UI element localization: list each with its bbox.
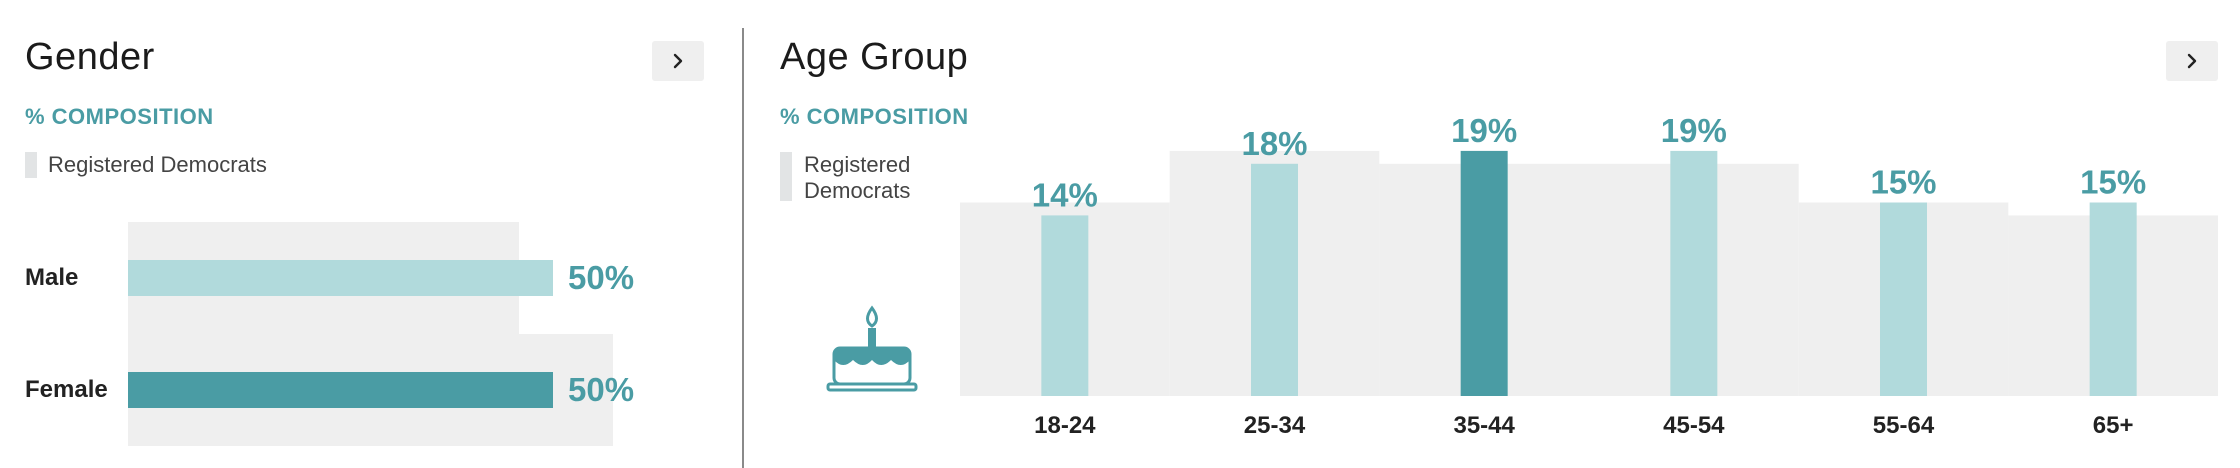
gender-bar-female <box>128 372 553 408</box>
age-category-label: 18-24 <box>1034 412 1096 439</box>
chevron-right-icon <box>2187 53 2197 69</box>
age-value-label: 19% <box>1451 112 1517 149</box>
birthday-cake-icon <box>826 304 918 400</box>
age-category-label: 65+ <box>2093 412 2134 439</box>
age-category-label: 25-34 <box>1244 412 1306 439</box>
age-bar-45-54 <box>1670 150 1718 396</box>
age-category-label: 55-64 <box>1873 412 1935 439</box>
age-legend-swatch <box>780 152 792 201</box>
age-legend-label-line1: Registered <box>804 152 911 177</box>
gender-next-button[interactable] <box>652 41 704 81</box>
gender-value-label: 50% <box>568 259 635 296</box>
age-bar-35-44 <box>1460 150 1508 396</box>
gender-value-label: 50% <box>568 371 635 408</box>
age-category-label: 45-54 <box>1663 412 1725 439</box>
gender-legend-swatch <box>25 152 37 178</box>
age-value-label: 15% <box>1870 164 1936 201</box>
gender-bar-male <box>128 260 553 296</box>
age-next-button[interactable] <box>2166 41 2218 81</box>
chevron-right-icon <box>673 53 683 69</box>
age-value-label: 19% <box>1661 112 1727 149</box>
age-title: Age Group <box>780 36 969 78</box>
gender-title: Gender <box>25 36 155 78</box>
age-category-label: 35-44 <box>1453 412 1515 439</box>
age-bar-65+ <box>2089 202 2137 396</box>
age-value-label: 14% <box>1032 176 1098 213</box>
gender-category-label: Female <box>25 376 108 403</box>
age-legend-label-line2: Democrats <box>804 178 911 203</box>
age-subtitle: % COMPOSITION <box>780 104 969 129</box>
gender-subtitle: % COMPOSITION <box>25 104 214 129</box>
age-value-label: 15% <box>2080 164 2146 201</box>
gender-category-label: Male <box>25 264 79 291</box>
age-bar-18-24 <box>1041 215 1089 396</box>
gender-legend-label: Registered Democrats <box>48 152 267 177</box>
panel-divider <box>742 28 744 468</box>
age-bar-55-64 <box>1880 202 1927 396</box>
age-bar-25-34 <box>1251 163 1298 396</box>
age-value-label: 18% <box>1241 125 1307 162</box>
